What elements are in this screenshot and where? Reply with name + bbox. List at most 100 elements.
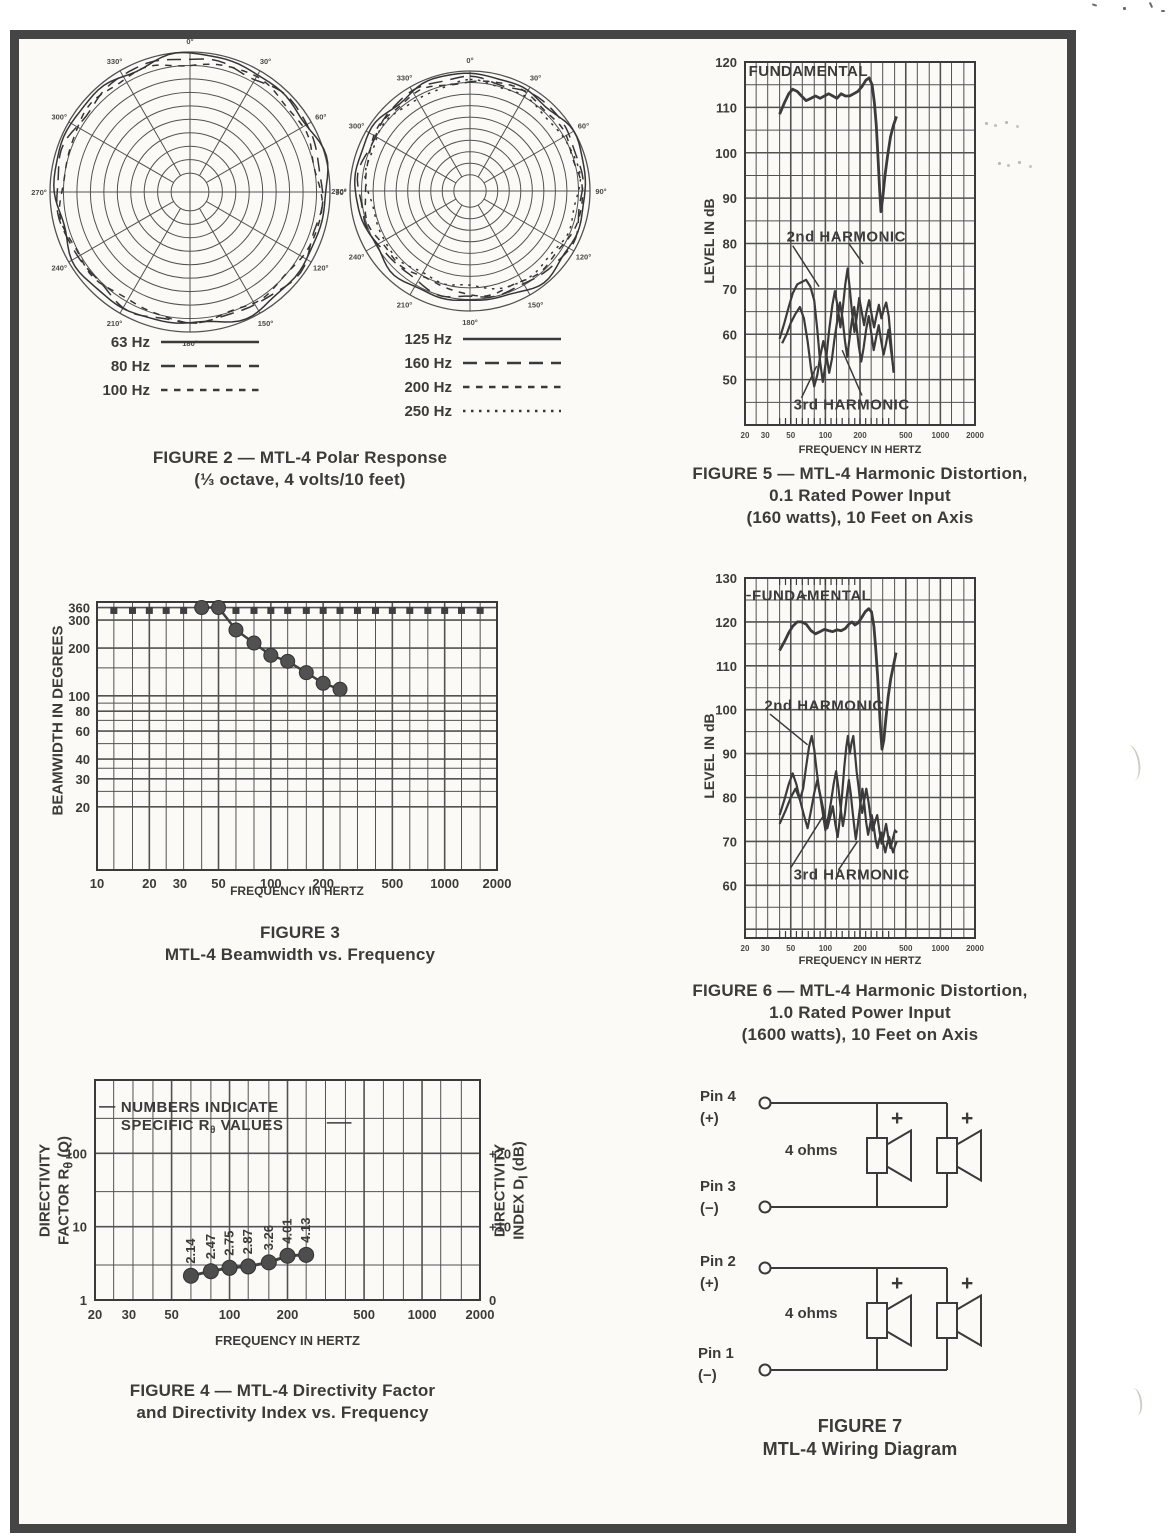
svg-text:50: 50 (786, 944, 795, 953)
svg-text:300°: 300° (349, 122, 365, 131)
legend-line-sample (161, 388, 259, 392)
polar-plot-low-band: 0° 30° 60° 90° 120° 150° 180° 210° 240° 270° 300° 3… (31, 37, 346, 348)
svg-text:50: 50 (211, 876, 225, 891)
figure3-caption-line2: MTL-4 Beamwidth vs. Frequency (164, 945, 436, 964)
svg-text:110: 110 (716, 659, 737, 674)
svg-text:4.01: 4.01 (280, 1218, 295, 1243)
svg-text:90°: 90° (335, 188, 346, 197)
scan-artifact (1126, 1387, 1144, 1417)
svg-text:150°: 150° (528, 300, 544, 309)
svg-text:30: 30 (761, 431, 770, 440)
svg-text:FUNDAMENTAL: FUNDAMENTAL (749, 63, 868, 80)
figure5-caption-line3: (160 watts), 10 Feet on Axis (746, 508, 974, 527)
scan-artifact (1123, 7, 1126, 10)
svg-text:FUNDAMENTAL: FUNDAMENTAL (752, 588, 871, 605)
axis-label-line: INDEX DI (dB) (510, 1141, 531, 1240)
figure5-caption: FIGURE 5 — MTL-4 Harmonic Distortion, 0.… (650, 463, 1070, 529)
svg-text:20: 20 (76, 800, 90, 815)
svg-text:500: 500 (353, 1307, 375, 1322)
legend-label: 100 Hz (102, 381, 150, 399)
legend-item: 100 Hz (88, 378, 263, 402)
polar-legend-left: 63 Hz 80 Hz 100 Hz (88, 330, 263, 402)
figure2-caption: FIGURE 2 — MTL-4 Polar Response (⅓ octav… (85, 447, 515, 491)
svg-text:+: + (961, 1272, 973, 1295)
svg-text:100: 100 (715, 703, 737, 718)
svg-text:2000: 2000 (966, 431, 984, 440)
svg-text:10: 10 (73, 1220, 87, 1235)
figure4-caption-line1: FIGURE 4 — MTL-4 Directivity Factor (129, 1381, 436, 1400)
wiring-diagram: + + + + (758, 1096, 982, 1377)
legend-line-sample (161, 364, 259, 368)
legend-item: 125 Hz (382, 327, 565, 351)
svg-text:4.13: 4.13 (298, 1218, 313, 1243)
svg-text:100: 100 (219, 1307, 241, 1322)
svg-text:330°: 330° (397, 74, 413, 83)
svg-text:1: 1 (80, 1293, 87, 1308)
svg-text:1000: 1000 (408, 1307, 437, 1322)
svg-text:70: 70 (723, 282, 737, 297)
svg-text:90: 90 (723, 747, 737, 762)
svg-text:500: 500 (899, 431, 913, 440)
svg-text:60: 60 (723, 878, 737, 893)
svg-text:100: 100 (260, 876, 282, 891)
pin1-label: Pin 1 (−) (698, 1343, 762, 1387)
figure7-caption-line1: FIGURE 7 (817, 1416, 903, 1436)
axis-label-line: DIRECTIVITY (491, 1143, 509, 1238)
svg-text:3rd HARMONIC: 3rd HARMONIC (794, 397, 910, 414)
legend-item: 63 Hz (88, 330, 263, 354)
svg-text:1000: 1000 (430, 876, 459, 891)
svg-text:2000: 2000 (966, 944, 984, 953)
pin-polarity: (−) (700, 1200, 719, 1217)
svg-text:20: 20 (741, 944, 750, 953)
axis-label-line: DIRECTIVITY (36, 1143, 54, 1238)
svg-text:210°: 210° (107, 319, 123, 328)
legend-line-sample (463, 337, 561, 341)
svg-text:20: 20 (88, 1307, 102, 1322)
figure3-caption-line1: FIGURE 3 (259, 923, 340, 942)
legend-line-sample (463, 361, 561, 365)
hd2-y-axis-label: LEVEL IN dB (701, 713, 717, 799)
svg-text:120°: 120° (576, 253, 592, 262)
svg-text:200: 200 (853, 431, 867, 440)
scan-artifact (985, 122, 988, 125)
harmonic-distortion-chart-01: 120 110 100 90 80 70 60 50 20 30 50 100 200 500 1000 20… (715, 55, 984, 440)
svg-text:240°: 240° (51, 264, 67, 273)
figure4-caption-line2: and Directivity Index vs. Frequency (136, 1403, 429, 1422)
svg-text:50: 50 (164, 1307, 178, 1322)
figure4-caption: FIGURE 4 — MTL-4 Directivity Factor and … (55, 1380, 510, 1424)
legend-label: 125 Hz (404, 330, 452, 348)
impedance-label-top: 4 ohms (785, 1142, 838, 1159)
svg-text:80: 80 (76, 704, 90, 719)
pin-polarity: (+) (700, 1275, 719, 1292)
scan-artifact (998, 162, 1001, 165)
svg-text:100: 100 (819, 944, 833, 953)
directivity-chart: 100 10 1 +20 +10 0 20 30 50 100 200 500 1000 2000 NUMB… (65, 1079, 511, 1322)
svg-text:270°: 270° (331, 187, 347, 196)
legend-label: 63 Hz (110, 333, 150, 351)
pin-name: Pin 3 (700, 1178, 736, 1195)
legend-line-sample (161, 340, 259, 344)
pin-polarity: (−) (698, 1367, 717, 1384)
svg-text:2nd HARMONIC: 2nd HARMONIC (787, 229, 906, 246)
svg-text:120: 120 (715, 615, 737, 630)
svg-text:0°: 0° (466, 56, 473, 65)
legend-label: 160 Hz (404, 354, 452, 372)
svg-text:20: 20 (741, 431, 750, 440)
svg-text:70: 70 (723, 834, 737, 849)
pin-polarity: (+) (700, 1110, 719, 1127)
svg-text:30: 30 (173, 876, 187, 891)
svg-text:50: 50 (786, 431, 795, 440)
figure5-caption-line1: FIGURE 5 — MTL-4 Harmonic Distortion, (692, 464, 1028, 483)
svg-text:0: 0 (489, 1293, 496, 1308)
pin3-label: Pin 3 (−) (700, 1176, 764, 1220)
pin-name: Pin 1 (698, 1345, 734, 1362)
svg-text:120°: 120° (313, 264, 329, 273)
svg-text:360: 360 (68, 601, 90, 616)
svg-text:100: 100 (715, 146, 737, 161)
legend-line-sample (463, 409, 561, 413)
svg-text:110: 110 (716, 100, 737, 115)
svg-text:20: 20 (142, 876, 156, 891)
legend-item: 80 Hz (88, 354, 263, 378)
